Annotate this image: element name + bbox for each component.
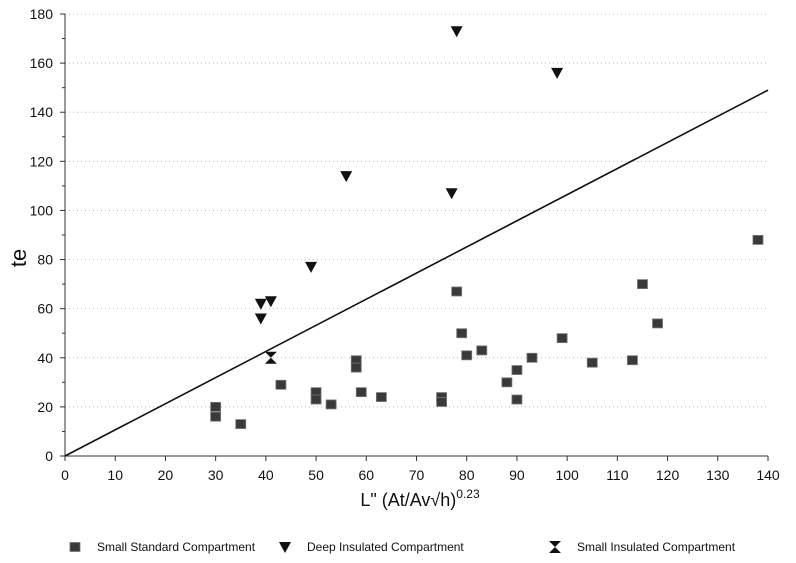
data-point-square: [375, 392, 387, 402]
data-point-square: [310, 394, 322, 405]
x-tick-label: 0: [61, 467, 69, 483]
data-points: [210, 26, 764, 429]
x-axis-title-exponent: 0.23: [456, 487, 480, 501]
data-point-square: [501, 377, 513, 388]
data-point-square: [350, 362, 362, 373]
x-tick-label: 110: [606, 467, 629, 483]
data-point-square: [461, 350, 473, 361]
y-tick-label: 140: [30, 104, 54, 120]
y-tick-label: 40: [37, 350, 53, 366]
x-tick-label: 40: [258, 467, 274, 483]
data-point-square: [275, 379, 287, 390]
data-point-triangle-down: [450, 26, 463, 38]
x-tick-label: 80: [459, 467, 475, 483]
legend-marker-triangle-down: [279, 542, 291, 553]
data-point-square: [752, 235, 764, 245]
data-point-triangle-down: [445, 188, 458, 200]
x-tick-label: 70: [409, 467, 425, 483]
legend-label: Deep Insulated Compartment: [307, 540, 464, 554]
legend-label: Small Standard Compartment: [97, 540, 256, 554]
data-point-square: [637, 279, 648, 290]
x-axis-title: L" (At/Av√h)0.23: [360, 487, 480, 510]
data-point-hourglass: [264, 351, 277, 364]
data-point-square: [210, 411, 222, 422]
data-point-triangle-down: [551, 67, 564, 79]
data-point-square: [511, 394, 523, 405]
x-tick-labels: 0 10 20 30 40 50 60 70 80 90 100 110 120 130 140: [61, 467, 780, 483]
y-axis-title: te: [6, 249, 31, 267]
y-tick-label: 100: [30, 202, 54, 218]
legend-marker-hourglass: [549, 541, 561, 553]
data-point-triangle-down: [340, 171, 353, 183]
x-tick-label: 140: [756, 467, 780, 483]
y-tick-labels: 0 20 40 60 80 100 120 140 160 180: [30, 6, 54, 464]
data-point-square: [235, 419, 247, 429]
legend-marker-square: [69, 542, 81, 552]
x-tick-label: 60: [358, 467, 374, 483]
reference-line: [64, 89, 769, 457]
y-tick-label: 180: [30, 6, 54, 22]
data-point-square: [586, 357, 598, 368]
x-tick-label: 10: [107, 467, 123, 483]
data-point-square: [456, 328, 468, 339]
y-tick-label: 160: [30, 55, 54, 71]
legend-label: Small Insulated Compartment: [577, 540, 736, 554]
x-tick-label: 50: [308, 467, 324, 483]
axes: [60, 13, 769, 461]
x-tick-label: 90: [509, 467, 525, 483]
data-point-triangle-down: [264, 296, 277, 308]
x-tick-label: 100: [555, 467, 579, 483]
y-tick-label: 0: [45, 448, 53, 464]
gridlines: [65, 13, 768, 408]
data-point-square: [627, 355, 638, 366]
data-point-triangle-down: [305, 261, 318, 273]
data-point-triangle-down: [254, 298, 267, 310]
data-point-square: [436, 397, 448, 407]
x-axis-title-main: L" (At/Av√h): [360, 490, 456, 510]
legend: Small Standard Compartment Deep Insulated…: [69, 540, 736, 554]
y-tick-label: 20: [37, 399, 53, 415]
data-point-square: [210, 401, 222, 412]
data-point-square: [355, 387, 367, 398]
data-point-square: [451, 286, 463, 297]
y-tick-label: 80: [37, 252, 53, 268]
x-tick-label: 20: [158, 467, 174, 483]
data-point-triangle-down: [254, 313, 267, 325]
y-tick-label: 120: [30, 153, 54, 169]
diagonal-reference-line: [64, 89, 769, 457]
data-point-square: [556, 333, 568, 344]
x-tick-label: 130: [706, 467, 730, 483]
data-point-square: [652, 318, 663, 329]
data-point-square: [325, 399, 337, 410]
x-tick-label: 30: [208, 467, 224, 483]
data-point-square: [511, 365, 523, 375]
data-point-square: [476, 345, 488, 356]
y-tick-label: 60: [37, 301, 53, 317]
data-point-square: [526, 352, 538, 363]
x-tick-label: 120: [656, 467, 680, 483]
